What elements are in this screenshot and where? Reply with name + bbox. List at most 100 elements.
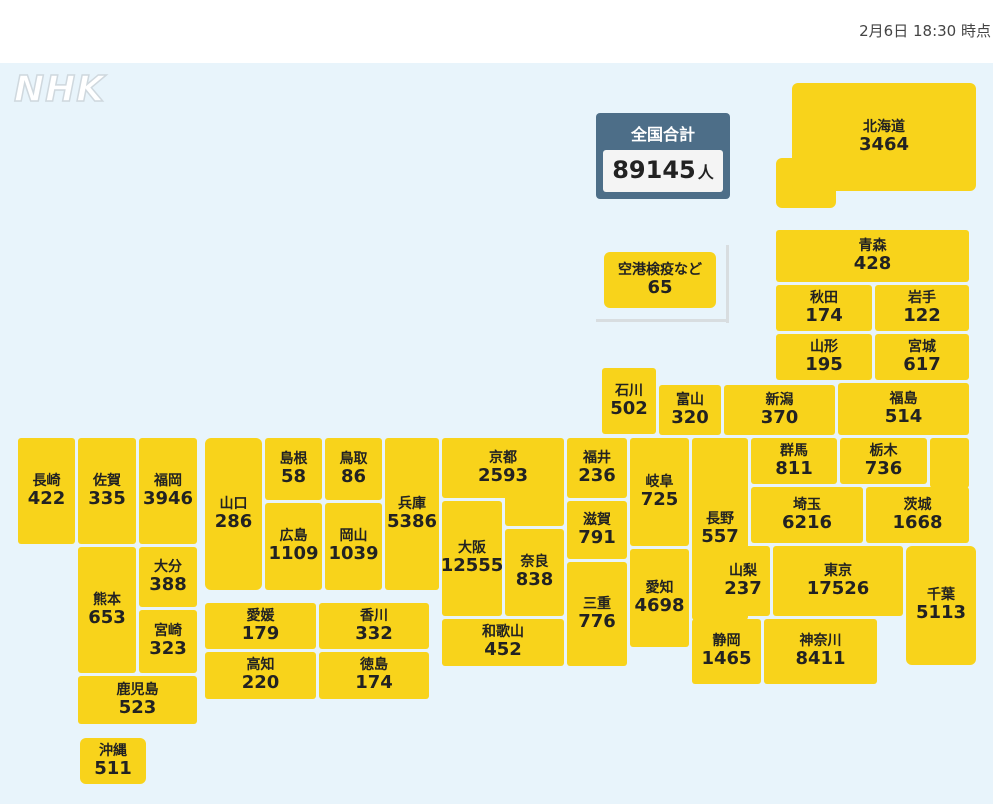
tile-ishikawa-name: 石川 — [615, 382, 643, 399]
tile-kochi[interactable]: 高知 220 — [205, 652, 316, 699]
tile-niigata[interactable]: 新潟 370 — [724, 385, 835, 435]
tile-shiga[interactable]: 滋賀 791 — [567, 501, 627, 559]
tile-okayama-value: 1039 — [328, 543, 379, 565]
tile-shizuoka[interactable]: 静岡 1465 — [692, 619, 761, 684]
tile-nagasaki[interactable]: 長崎 422 — [18, 438, 75, 544]
tile-kyoto-value: 2593 — [477, 464, 529, 486]
tile-tochigi-name: 栃木 — [869, 442, 898, 459]
tile-saitama-name: 埼玉 — [793, 496, 821, 513]
tile-gifu[interactable]: 岐阜 725 — [630, 438, 689, 546]
tile-hiroshima-value: 1109 — [268, 543, 319, 565]
tile-yamaguchi[interactable]: 山口 286 — [205, 438, 262, 590]
tile-wakayama-value: 452 — [484, 639, 522, 661]
tile-mie-value: 776 — [578, 610, 616, 632]
tile-hyogo[interactable]: 兵庫 5386 — [385, 438, 439, 590]
tile-tokushima-name: 徳島 — [360, 657, 388, 674]
tile-fukui[interactable]: 福井 236 — [567, 438, 627, 498]
tile-tochigi[interactable]: 栃木 736 — [840, 438, 927, 484]
tile-shimane[interactable]: 島根 58 — [265, 438, 322, 500]
tile-yamanashi-value: 237 — [724, 577, 762, 599]
tile-wakayama[interactable]: 和歌山 452 — [442, 619, 564, 666]
tile-fukushima-name: 福島 — [889, 390, 918, 407]
tile-aomori[interactable]: 青森 428 — [776, 230, 969, 282]
tile-fukushima[interactable]: 福島 514 — [838, 383, 969, 435]
tile-nara[interactable]: 奈良 838 — [505, 529, 564, 616]
tile-hiroshima-name: 広島 — [279, 528, 308, 545]
tile-kyoto[interactable]: 京都 2593 — [442, 438, 564, 498]
tile-gifu-name: 岐阜 — [645, 473, 674, 490]
tile-miyazaki-value: 323 — [149, 638, 187, 660]
tile-kyoto-name: 京都 — [489, 449, 517, 466]
tile-hokkaido-name: 北海道 — [863, 118, 905, 135]
tile-iwate-value: 122 — [903, 304, 941, 326]
tile-kumamoto[interactable]: 熊本 653 — [78, 547, 136, 673]
tile-airport[interactable]: 空港検疫など 65 — [604, 252, 716, 308]
tile-airport-value: 65 — [647, 276, 673, 298]
tile-osaka-value: 12555 — [440, 555, 504, 577]
tile-yamagata[interactable]: 山形 195 — [776, 334, 872, 380]
tile-fukui-name: 福井 — [583, 449, 611, 466]
tile-tochigi-value: 736 — [864, 457, 903, 479]
tile-iwate[interactable]: 岩手 122 — [875, 285, 969, 331]
tile-wakayama-name: 和歌山 — [482, 624, 524, 641]
tile-airport-name: 空港検疫など — [618, 261, 702, 278]
tile-miyazaki[interactable]: 宮崎 323 — [139, 610, 197, 673]
tile-ehime-name: 愛媛 — [246, 607, 275, 624]
tile-kagoshima[interactable]: 鹿児島 523 — [78, 676, 197, 724]
tile-aichi[interactable]: 愛知 4698 — [630, 549, 689, 647]
tile-akita[interactable]: 秋田 174 — [776, 285, 872, 331]
tile-toyama[interactable]: 富山 320 — [659, 385, 721, 435]
tile-gifu-value: 725 — [640, 488, 679, 510]
tile-tottori[interactable]: 鳥取 86 — [325, 438, 382, 500]
nhk-logo: NHK — [13, 68, 106, 111]
national-total-label: 全国合計 — [630, 125, 695, 144]
tile-mie[interactable]: 三重 776 — [567, 562, 627, 666]
tile-okinawa[interactable]: 沖縄 511 — [80, 738, 146, 784]
tile-ehime[interactable]: 愛媛 179 — [205, 603, 316, 649]
timestamp: 2月6日 18:30 時点 — [859, 22, 991, 40]
tile-saga[interactable]: 佐賀 335 — [78, 438, 136, 544]
tile-kagawa[interactable]: 香川 332 — [319, 603, 429, 649]
tile-kagawa-name: 香川 — [360, 607, 388, 624]
tile-oita[interactable]: 大分 388 — [139, 547, 197, 607]
tile-hiroshima[interactable]: 広島 1109 — [265, 503, 322, 590]
tile-osaka[interactable]: 大阪 12555 — [440, 501, 504, 616]
tile-tokushima[interactable]: 徳島 174 — [319, 652, 429, 699]
tile-ibaraki-value: 1668 — [892, 511, 943, 533]
tile-fukui-value: 236 — [578, 464, 616, 486]
tile-chiba-name: 千葉 — [927, 587, 955, 604]
tile-kumamoto-value: 653 — [88, 606, 126, 628]
tile-akita-value: 174 — [805, 304, 843, 326]
tile-miyagi[interactable]: 宮城 617 — [875, 334, 969, 380]
tile-shimane-name: 島根 — [279, 450, 308, 467]
tile-yamagata-value: 195 — [805, 353, 843, 375]
tile-shimane-value: 58 — [280, 465, 307, 487]
tile-saitama[interactable]: 埼玉 6216 — [751, 487, 863, 543]
tile-kanagawa[interactable]: 神奈川 8411 — [764, 619, 877, 684]
tile-okinawa-name: 沖縄 — [99, 742, 127, 759]
tile-gunma[interactable]: 群馬 811 — [751, 438, 837, 484]
tile-shizuoka-value: 1465 — [701, 648, 752, 670]
national-total-value: 89145 — [612, 156, 696, 184]
tile-tokyo[interactable]: 東京 17526 — [773, 546, 903, 616]
tile-kagoshima-name: 鹿児島 — [116, 681, 159, 698]
tile-miyagi-name: 宮城 — [908, 338, 936, 355]
tile-yamagata-name: 山形 — [810, 338, 838, 355]
tile-fukuoka[interactable]: 福岡 3946 — [139, 438, 197, 544]
tile-kanagawa-value: 8411 — [795, 648, 846, 670]
tile-yamanashi[interactable]: 山梨 237 — [716, 546, 770, 616]
tile-okayama-name: 岡山 — [339, 528, 368, 545]
tile-tottori-value: 86 — [340, 465, 367, 487]
tile-chiba[interactable]: 千葉 5113 — [906, 546, 976, 665]
tile-okayama[interactable]: 岡山 1039 — [325, 503, 382, 590]
tile-aomori-value: 428 — [853, 252, 892, 274]
tile-kumamoto-name: 熊本 — [93, 591, 121, 608]
tile-kagawa-value: 332 — [355, 622, 393, 644]
tile-ishikawa[interactable]: 石川 502 — [602, 368, 656, 434]
tile-miyagi-value: 617 — [903, 353, 941, 375]
national-total-box: 89145 人 — [603, 150, 723, 192]
tile-tokyo-value: 17526 — [806, 577, 870, 599]
tile-hokkaido[interactable]: 北海道 3464 — [792, 83, 976, 191]
japan-map: NHK 全国合計 89145 人 空港検疫など 65 北海道 3464 青森 4… — [0, 63, 993, 804]
tile-ibaraki[interactable]: 茨城 1668 — [866, 487, 969, 543]
